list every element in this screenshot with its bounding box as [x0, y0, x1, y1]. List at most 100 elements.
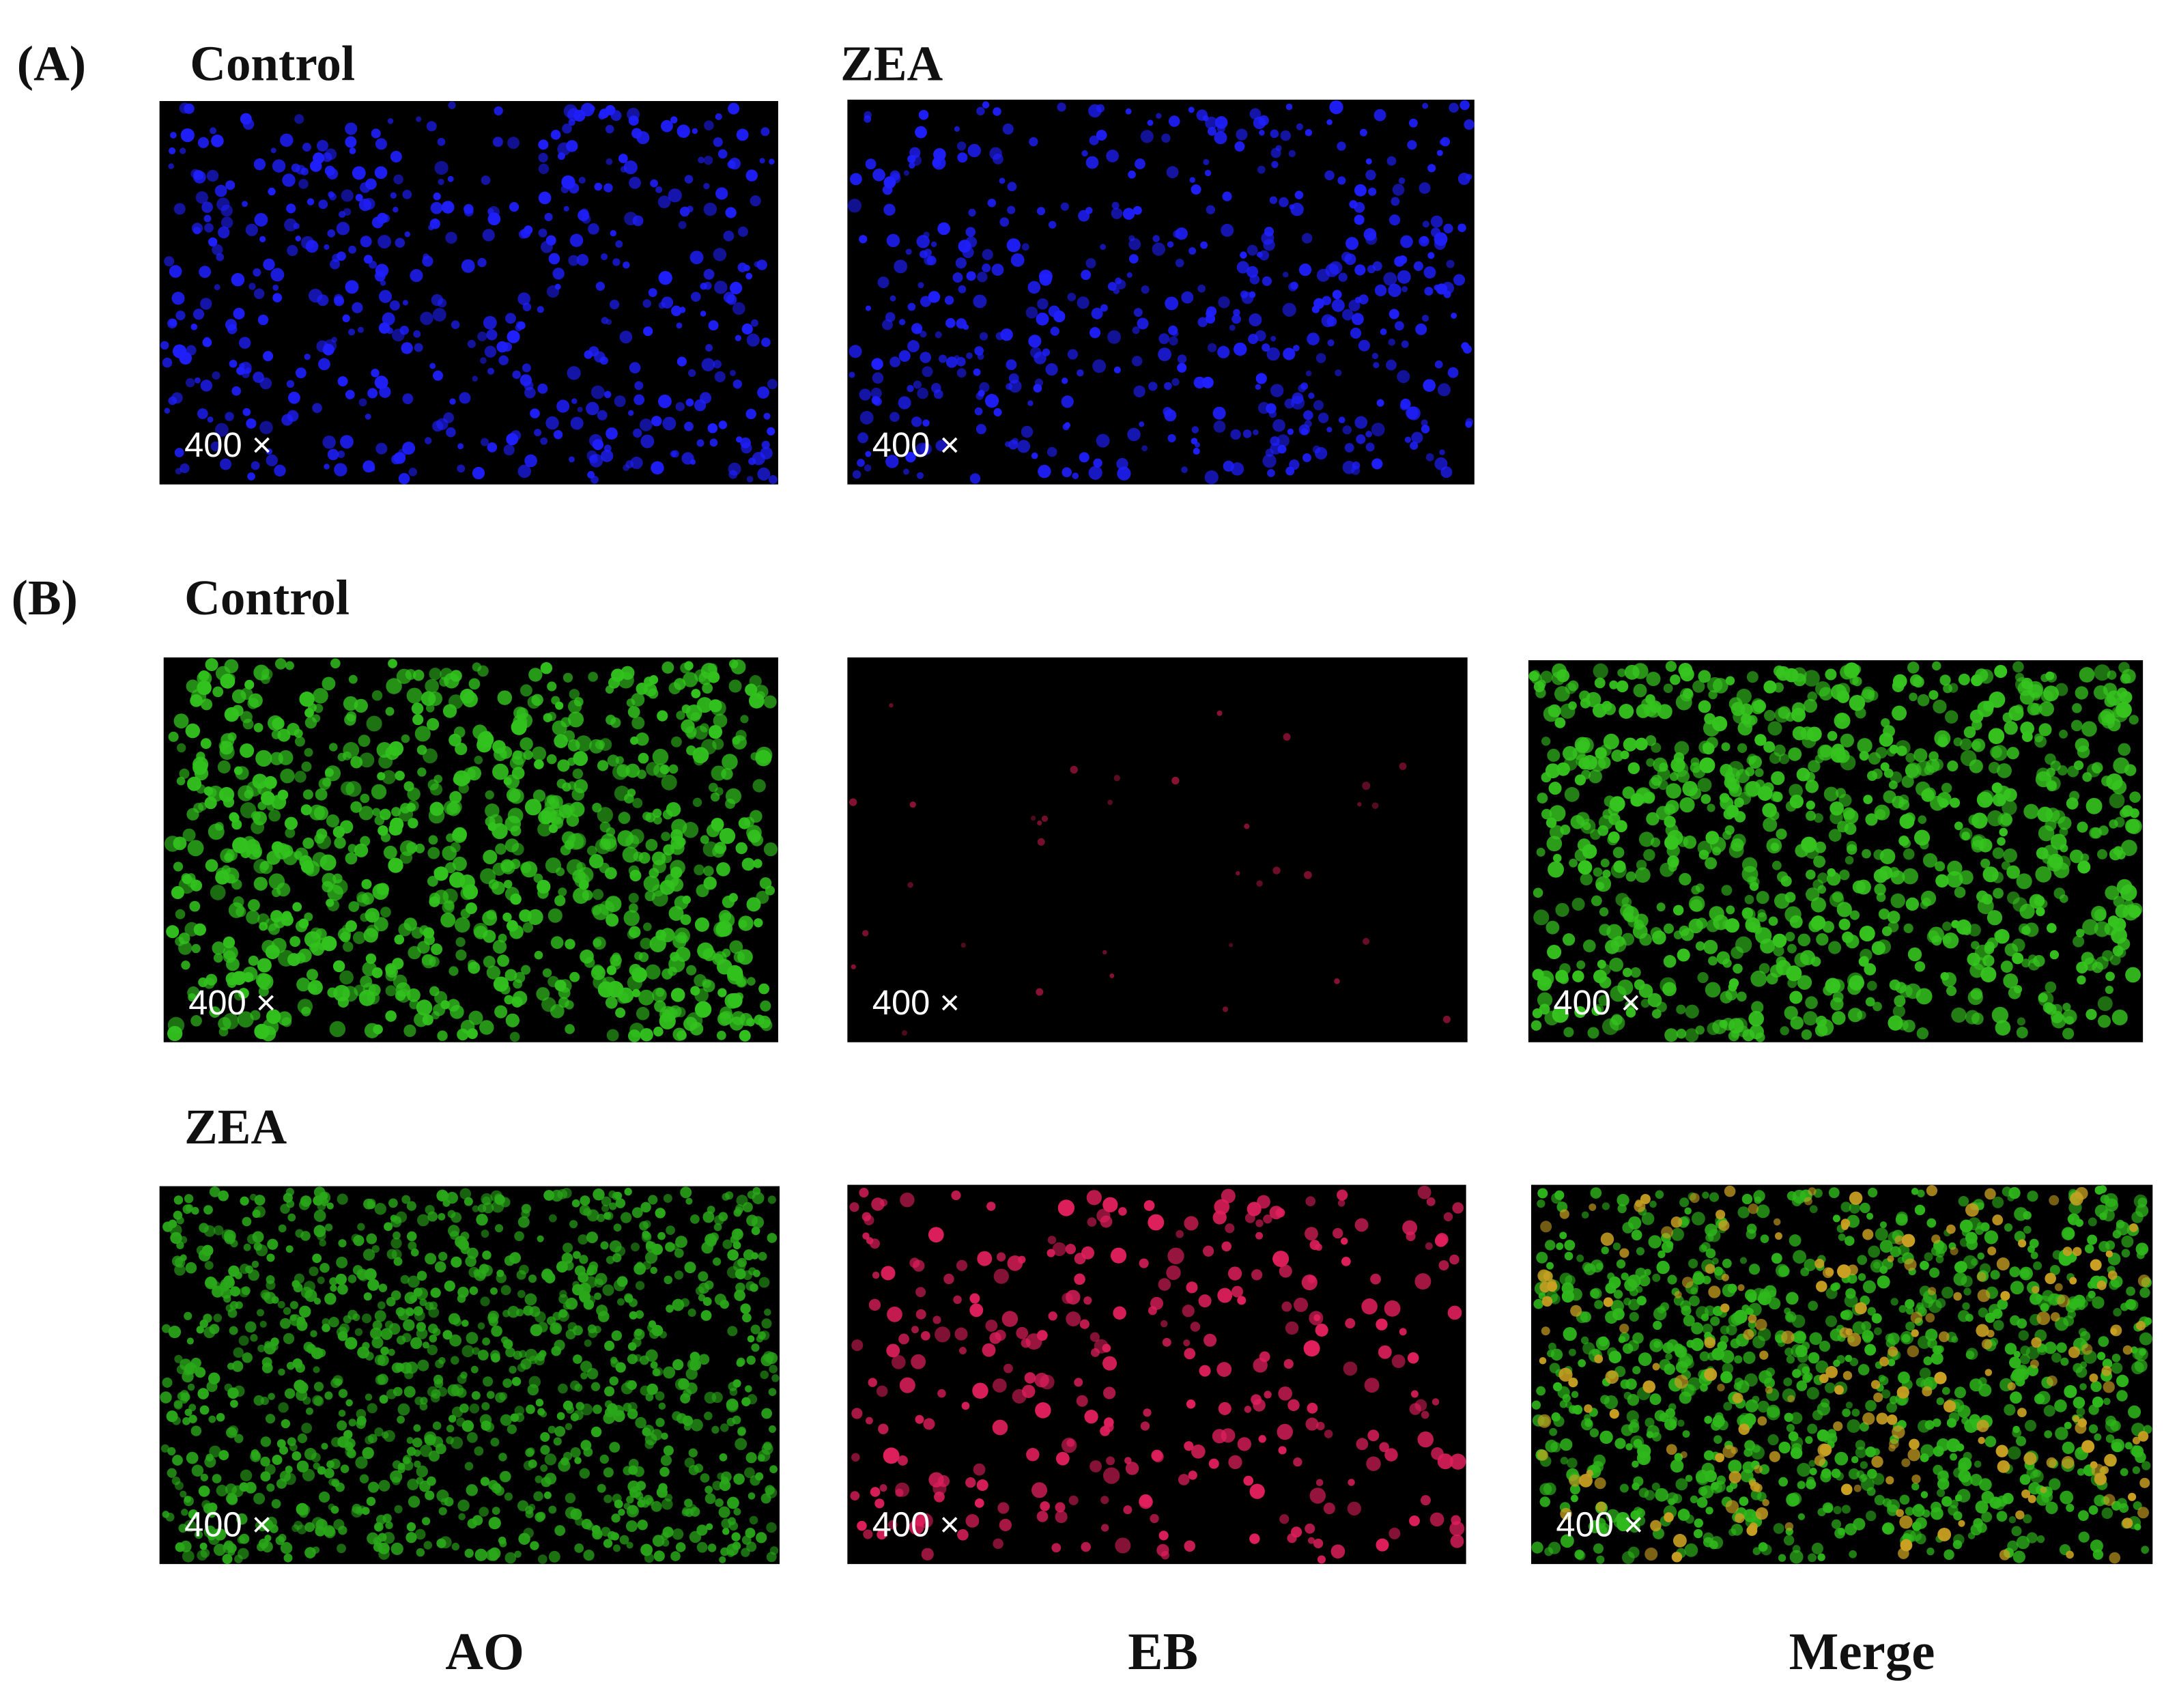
cell [472, 662, 482, 672]
cell [1076, 1395, 1088, 1407]
cell [329, 1277, 338, 1286]
cell [2111, 1353, 2121, 1363]
cell [2112, 917, 2126, 932]
cell [552, 1324, 560, 1333]
cell [1249, 108, 1262, 120]
cell [1619, 704, 1634, 719]
cell [634, 381, 644, 390]
cell [676, 322, 683, 329]
cell [735, 730, 747, 741]
cell [267, 1238, 279, 1250]
cell [658, 1402, 666, 1410]
cell [517, 1290, 526, 1298]
cell [266, 1280, 276, 1290]
cell [503, 444, 515, 456]
cell [270, 268, 285, 282]
cell [214, 284, 220, 291]
cell [541, 1268, 554, 1281]
cell [408, 945, 421, 960]
cell [277, 789, 289, 801]
cell [316, 834, 332, 849]
cell [1698, 700, 1711, 713]
cell [1264, 227, 1275, 237]
cell [433, 868, 443, 877]
cell [732, 1379, 741, 1388]
cell [1313, 1538, 1324, 1549]
cell [1438, 1260, 1449, 1271]
cell [1243, 1475, 1254, 1486]
cell [1171, 378, 1180, 386]
cell [1604, 1395, 1619, 1410]
cell [1143, 1408, 1152, 1417]
cell [636, 131, 650, 145]
cell [1222, 191, 1232, 201]
cell [1088, 104, 1102, 118]
cell [1362, 781, 1371, 791]
cell [182, 1417, 190, 1425]
cell [244, 367, 252, 374]
cell [2075, 738, 2090, 752]
cell [2093, 685, 2109, 700]
cell [1391, 197, 1400, 206]
cell [214, 423, 229, 437]
cell [1905, 763, 1920, 778]
cell [390, 192, 397, 199]
cell [402, 300, 408, 306]
cell [1953, 1272, 1967, 1286]
cell [1790, 1016, 1804, 1030]
cell [1840, 665, 1855, 680]
cell [287, 410, 299, 422]
cell [554, 1525, 566, 1536]
cell [1953, 1511, 1963, 1521]
cell [218, 1190, 229, 1201]
cell [457, 1238, 469, 1251]
cell [610, 229, 616, 237]
cell [296, 1524, 307, 1535]
cell [337, 996, 350, 1008]
cell [711, 818, 724, 831]
cell [397, 1462, 405, 1470]
cell [930, 383, 941, 393]
cell [448, 101, 456, 109]
cell [2047, 923, 2057, 933]
cell [182, 828, 196, 842]
cell [679, 206, 690, 217]
cell [166, 925, 180, 939]
cell [627, 410, 634, 416]
cell [966, 352, 973, 359]
cell [233, 307, 245, 319]
cell [1275, 1208, 1285, 1218]
cell [557, 1189, 568, 1199]
cell [915, 1287, 926, 1298]
cell [1125, 1462, 1139, 1475]
cell [887, 1307, 902, 1322]
cell [1805, 1436, 1813, 1444]
cell [2062, 1002, 2071, 1012]
cell [1171, 776, 1180, 785]
cell [887, 1520, 898, 1530]
cell [612, 764, 629, 780]
cell [670, 1551, 681, 1561]
cell [672, 1359, 684, 1371]
cell [1263, 1214, 1272, 1224]
cell [1632, 1365, 1641, 1375]
cell [1137, 317, 1149, 330]
cell [233, 1385, 245, 1397]
cell [406, 1231, 417, 1242]
cell [197, 137, 210, 148]
cell [885, 455, 899, 468]
cell [511, 996, 523, 1008]
cell [365, 1393, 373, 1401]
cell [732, 379, 743, 389]
cell [538, 191, 552, 205]
cell [917, 282, 924, 289]
cell [1597, 959, 1606, 969]
cell [992, 1419, 1008, 1436]
cell [677, 124, 690, 138]
cell [543, 1190, 555, 1201]
cell [521, 965, 531, 975]
cell [1167, 241, 1174, 248]
cell [329, 1021, 346, 1038]
cell [1961, 831, 1970, 840]
cell [1106, 1456, 1115, 1466]
